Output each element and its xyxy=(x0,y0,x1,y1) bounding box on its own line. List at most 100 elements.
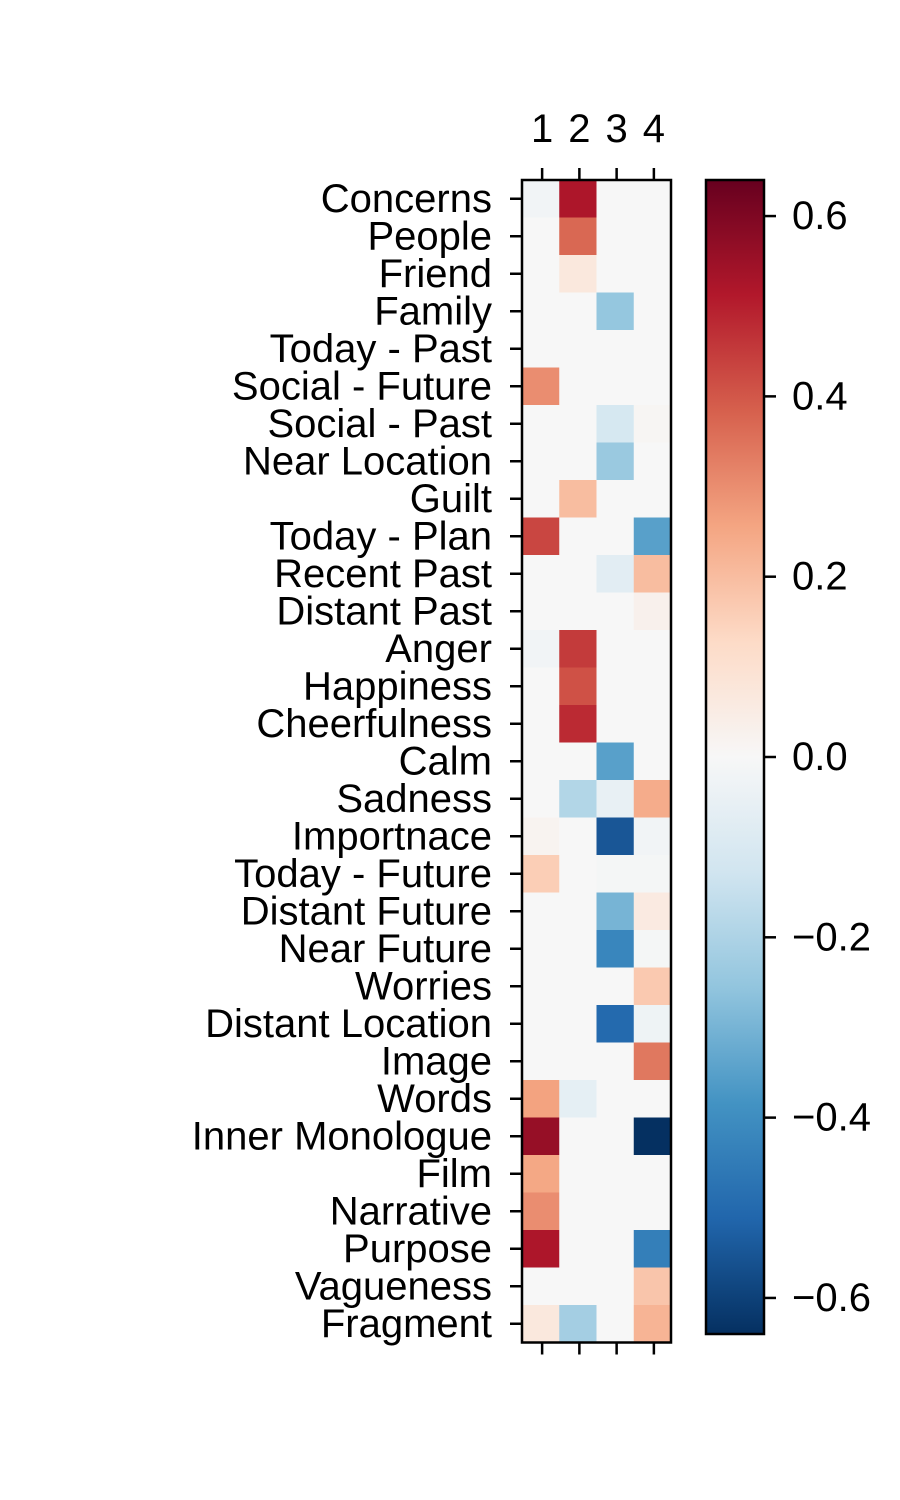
heatmap-cell xyxy=(522,292,560,331)
heatmap-cell xyxy=(522,255,560,293)
heatmap-cell xyxy=(596,1155,635,1193)
row-label: Family xyxy=(374,289,492,333)
heatmap-cell xyxy=(559,292,597,331)
axis-ticks xyxy=(510,168,656,1355)
heatmap-cell xyxy=(559,1230,597,1268)
heatmap-cell xyxy=(559,1305,597,1343)
heatmap-cell xyxy=(633,630,672,668)
colorbar-tick-label: 0.2 xyxy=(792,555,848,599)
column-label: 3 xyxy=(606,107,628,151)
heatmap-cell xyxy=(633,255,672,293)
heatmap-cell xyxy=(559,817,597,856)
heatmap-cell xyxy=(559,1005,597,1043)
heatmap-cell xyxy=(596,592,635,631)
heatmap-cell xyxy=(633,442,672,481)
heatmap-cell xyxy=(522,555,560,593)
row-label: Fragment xyxy=(321,1302,492,1346)
row-label: Recent Past xyxy=(274,552,492,596)
heatmap-cell xyxy=(559,630,597,668)
heatmap-cell xyxy=(559,480,597,518)
heatmap-cell xyxy=(596,292,635,331)
heatmap-cell xyxy=(559,967,597,1006)
heatmap-cell xyxy=(633,742,672,781)
heatmap-cell xyxy=(522,1192,560,1231)
row-label: Inner Monologue xyxy=(192,1114,492,1158)
heatmap-cell xyxy=(633,1155,672,1193)
row-label: Purpose xyxy=(343,1227,492,1271)
row-label: Social - Past xyxy=(267,402,492,446)
heatmap-cell xyxy=(559,555,597,593)
column-label: 1 xyxy=(531,107,553,151)
colorbar-tick-label: −0.4 xyxy=(792,1096,871,1140)
heatmap-cell xyxy=(522,742,560,781)
heatmap-cell xyxy=(522,1230,560,1268)
heatmap-cell xyxy=(633,1305,672,1343)
heatmap-cell xyxy=(522,967,560,1006)
colorbar-ticks: 0.6 0.4 0.2 0.0 −0.2 −0.4 −0.6 xyxy=(764,194,871,1320)
colorbar-tick-label: −0.6 xyxy=(792,1276,871,1320)
heatmap-cell xyxy=(633,705,672,743)
heatmap-cell xyxy=(559,667,597,706)
heatmap-cell xyxy=(633,555,672,593)
heatmap-cell xyxy=(596,517,635,556)
heatmap-cell xyxy=(633,367,672,406)
heatmap-cell xyxy=(633,1267,672,1306)
heatmap-cell xyxy=(522,367,560,406)
heatmap-cell xyxy=(596,217,635,256)
heatmap-cell xyxy=(596,442,635,481)
row-label: Calm xyxy=(399,739,492,783)
heatmap-cell xyxy=(522,180,560,218)
row-label: Happiness xyxy=(303,664,492,708)
heatmap-cell xyxy=(522,1080,560,1118)
heatmap-cell xyxy=(596,1005,635,1043)
row-label: Distant Future xyxy=(241,889,492,933)
row-label: Guilt xyxy=(410,477,492,521)
heatmap-cell xyxy=(633,967,672,1006)
heatmap-cell xyxy=(633,930,672,968)
row-label: People xyxy=(367,214,492,258)
heatmap-cell xyxy=(522,855,560,893)
heatmap-cell xyxy=(596,705,635,743)
heatmap-cell xyxy=(559,217,597,256)
heatmap-cell xyxy=(596,817,635,856)
heatmap-cell xyxy=(559,930,597,968)
heatmap-cell xyxy=(559,892,597,931)
heatmap-cell xyxy=(522,405,560,443)
row-label: Worries xyxy=(355,964,492,1008)
row-label: Cheerfulness xyxy=(256,702,492,746)
heatmap-cell xyxy=(522,705,560,743)
heatmap-cell xyxy=(633,1005,672,1043)
heatmap-cell xyxy=(633,817,672,856)
colorbar-tick-label: −0.2 xyxy=(792,915,871,959)
heatmap-cell xyxy=(596,405,635,443)
colorbar-tick-label: 0.6 xyxy=(792,194,848,238)
heatmap-cell xyxy=(522,442,560,481)
heatmap-cell xyxy=(596,1080,635,1118)
row-label: Near Future xyxy=(279,927,492,971)
heatmap-cell xyxy=(522,1155,560,1193)
heatmap-cell xyxy=(559,1267,597,1306)
heatmap-cell xyxy=(559,517,597,556)
row-label: Anger xyxy=(385,627,492,671)
heatmap-cell xyxy=(596,742,635,781)
heatmap-cell xyxy=(559,780,597,818)
heatmap-cell xyxy=(633,667,672,706)
heatmap-cell xyxy=(596,667,635,706)
heatmap-cell xyxy=(596,367,635,406)
heatmap-cell xyxy=(522,330,560,368)
heatmap-cell xyxy=(559,592,597,631)
heatmap-cell xyxy=(596,630,635,668)
colorbar-tick-label: 0.4 xyxy=(792,374,848,418)
heatmap-cell xyxy=(522,892,560,931)
heatmap-cell xyxy=(559,1155,597,1193)
heatmap-cell xyxy=(633,1117,672,1156)
heatmap-cell xyxy=(596,1192,635,1231)
heatmap-cell xyxy=(522,592,560,631)
heatmap-cell xyxy=(633,180,672,218)
heatmap-cell xyxy=(596,1117,635,1156)
row-label: Words xyxy=(377,1077,492,1121)
heatmap-cell xyxy=(596,1230,635,1268)
colorbar-tick-label: 0.0 xyxy=(792,735,848,779)
heatmap-cell xyxy=(633,405,672,443)
